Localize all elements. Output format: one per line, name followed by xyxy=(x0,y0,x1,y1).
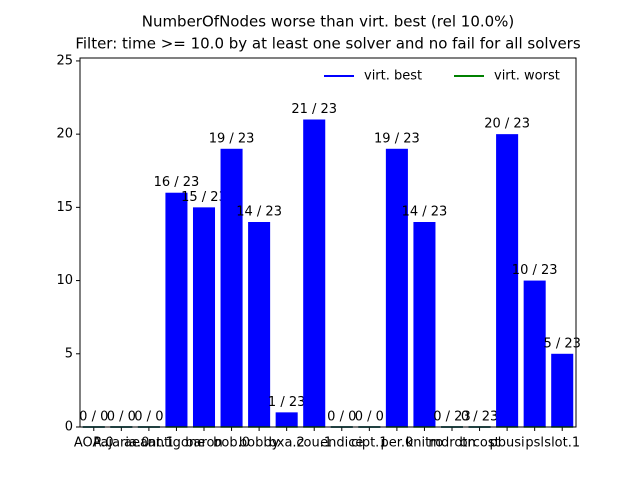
bar xyxy=(275,412,298,427)
bar xyxy=(165,192,188,427)
x-tick-label: AOA.0 xyxy=(74,436,114,451)
bar xyxy=(496,134,519,427)
data-label: 10 / 23 xyxy=(512,263,558,278)
x-tick-label: per.0 xyxy=(380,436,413,451)
x-tick-label: endice xyxy=(320,436,363,451)
bar xyxy=(220,148,243,428)
data-label: 14 / 23 xyxy=(236,205,282,220)
plot-frame xyxy=(79,57,577,428)
y-tick-label: 25 xyxy=(56,53,73,68)
y-tick-label: 15 xyxy=(56,200,73,215)
y-tick-label: 10 xyxy=(56,273,73,288)
x-tick-label: antigone xyxy=(148,436,205,451)
x-tick-label: bobby xyxy=(239,436,280,451)
x-tick-label: psl xyxy=(525,436,544,451)
legend-label: virt. worst xyxy=(494,69,560,84)
data-label: 0 / 0 xyxy=(107,410,136,425)
y-tick-label: 20 xyxy=(56,127,73,142)
data-label: 0 / 23 xyxy=(461,410,498,425)
bar xyxy=(303,119,326,427)
data-label: 15 / 23 xyxy=(181,190,227,205)
x-tick-label: Pajaria.0 xyxy=(93,436,149,451)
x-tick-label: cipt.1 xyxy=(351,436,388,451)
x-tick-label: brcost xyxy=(459,436,499,451)
data-label: 0 / 0 xyxy=(327,410,356,425)
chart-subtitle: Filter: time >= 10.0 by at least one sol… xyxy=(75,35,581,53)
data-label: 0 / 0 xyxy=(355,410,384,425)
data-label: 0 / 23 xyxy=(433,410,470,425)
x-tick-label: mdrotn xyxy=(428,436,475,451)
bar xyxy=(523,280,546,427)
data-label: 14 / 23 xyxy=(402,205,448,220)
data-label: 19 / 23 xyxy=(209,131,255,146)
bar xyxy=(385,148,408,428)
data-label: 21 / 23 xyxy=(291,102,337,117)
bar xyxy=(248,222,271,427)
data-label: 0 / 0 xyxy=(134,410,163,425)
data-label: 16 / 23 xyxy=(154,175,200,190)
x-tick-label: bob.0 xyxy=(213,436,250,451)
chart-title: NumberOfNodes worse than virt. best (rel… xyxy=(142,13,515,31)
x-tick-label: bxa.2 xyxy=(269,436,305,451)
legend-label: virt. best xyxy=(364,69,422,84)
x-tick-label: slot.1 xyxy=(544,436,580,451)
y-tick-label: 0 xyxy=(65,420,73,435)
x-tick-label: cou.1 xyxy=(296,436,332,451)
x-tick-label: pbusi xyxy=(490,436,525,451)
x-tick-label: aeant.1 xyxy=(124,436,174,451)
y-tick-label: 5 xyxy=(65,346,73,361)
bar xyxy=(413,222,436,427)
x-tick-label: baron xyxy=(185,436,222,451)
bar xyxy=(192,207,216,427)
data-label: 19 / 23 xyxy=(374,131,420,146)
x-tick-label: knitro xyxy=(406,436,444,451)
data-label: 0 / 0 xyxy=(79,410,108,425)
bar xyxy=(551,353,574,427)
data-label: 5 / 23 xyxy=(543,336,580,351)
data-label: 1 / 23 xyxy=(268,395,305,410)
data-label: 20 / 23 xyxy=(484,117,530,132)
